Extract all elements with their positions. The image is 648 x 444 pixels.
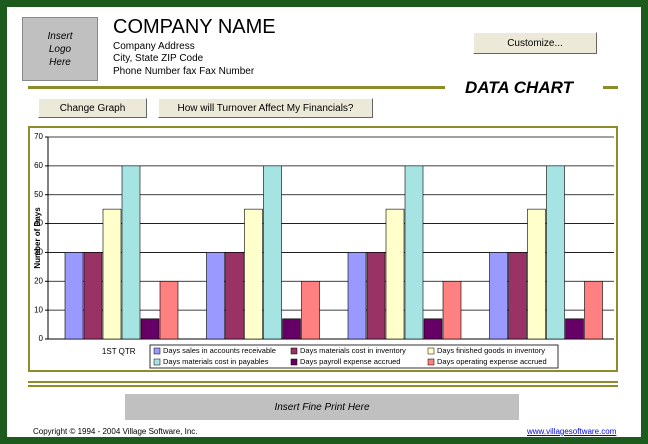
bar xyxy=(206,252,225,340)
y-tick-label: 20 xyxy=(34,276,43,285)
bar xyxy=(64,252,84,340)
legend-swatch xyxy=(153,347,161,355)
y-tick-label: 60 xyxy=(34,161,43,170)
bar xyxy=(102,208,122,340)
copyright: Copyright © 1994 - 2004 Village Software… xyxy=(33,427,198,436)
chart: Number of Days 0 10 20 30 40 50 60 70 1ST QTR Day… xyxy=(28,126,618,372)
bar xyxy=(282,318,301,340)
bar xyxy=(565,318,584,340)
bar xyxy=(121,165,141,340)
legend-label: Days materials cost in inventory xyxy=(300,346,406,355)
y-tick-label: 40 xyxy=(34,219,43,228)
bar xyxy=(225,252,244,340)
legend-swatch xyxy=(290,347,298,355)
y-tick-label: 10 xyxy=(34,305,43,314)
y-tick-label: 70 xyxy=(34,132,43,141)
fine-print: Insert Fine Print Here xyxy=(274,401,370,413)
bar xyxy=(366,252,386,340)
rule xyxy=(28,385,618,387)
bar xyxy=(508,252,527,340)
address-line: Company Address xyxy=(113,41,195,52)
y-tick-label: 30 xyxy=(34,248,43,257)
bar xyxy=(244,208,263,340)
bar xyxy=(546,165,565,340)
legend-swatch xyxy=(427,347,435,355)
rule xyxy=(28,381,618,383)
bar xyxy=(404,165,424,340)
bar xyxy=(489,252,508,340)
legend-label: Days finished goods in inventory xyxy=(437,346,545,355)
logo-text: Insert Logo Here xyxy=(47,30,73,68)
section-title: DATA CHART xyxy=(465,78,573,97)
legend-swatch xyxy=(153,358,161,366)
link[interactable]: www.villagesoftware.com xyxy=(527,427,617,436)
rule xyxy=(603,86,618,89)
logo-box: Insert Logo Here xyxy=(22,17,98,81)
bar xyxy=(140,318,160,340)
customize-button[interactable]: Customize... xyxy=(473,32,597,54)
bar xyxy=(442,280,462,340)
bar xyxy=(527,208,546,340)
fine-print-box: Insert Fine Print Here xyxy=(125,394,519,420)
legend-label: Days operating expense accrued xyxy=(437,357,547,366)
y-axis-label: Number of Days xyxy=(33,207,42,269)
legend-label: Days payroll expense accrued xyxy=(300,357,400,366)
bar xyxy=(584,280,603,340)
bar xyxy=(385,208,405,340)
bar xyxy=(347,252,367,340)
bar xyxy=(423,318,443,340)
change-graph-button[interactable]: Change Graph xyxy=(38,98,147,118)
company-name: COMPANY NAME xyxy=(113,16,276,38)
y-tick-label: 0 xyxy=(39,334,44,343)
legend-swatch xyxy=(427,358,435,366)
x-tick-label: 1ST QTR xyxy=(102,347,136,356)
bar xyxy=(83,252,103,340)
rule xyxy=(28,86,445,89)
legend-label: Days materials cost in payables xyxy=(163,357,269,366)
legend xyxy=(149,344,559,369)
address-line: Phone Number fax Fax Number xyxy=(113,66,255,77)
address-line: City, State ZIP Code xyxy=(113,53,204,64)
y-tick-label: 50 xyxy=(34,190,43,199)
bar xyxy=(263,165,282,340)
turnover-button[interactable]: How will Turnover Affect My Financials? xyxy=(158,98,373,118)
bar xyxy=(301,280,320,340)
legend-swatch xyxy=(290,358,298,366)
bar xyxy=(159,280,179,340)
legend-label: Days sales in accounts receivable xyxy=(163,346,276,355)
